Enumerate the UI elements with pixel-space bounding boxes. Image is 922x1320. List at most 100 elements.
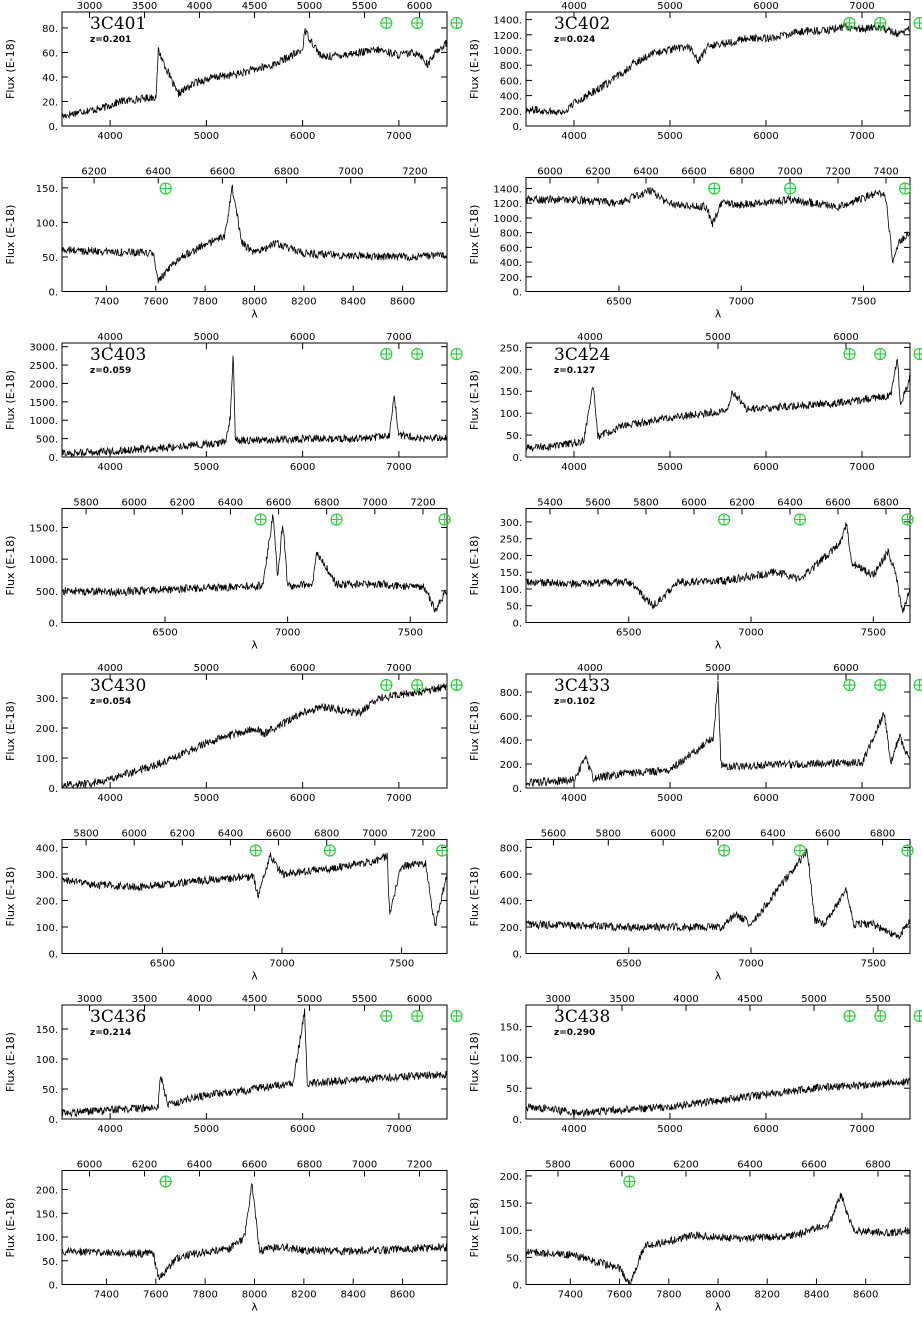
earth-circle-cross-icon bbox=[843, 1009, 856, 1023]
plot-frame bbox=[525, 839, 911, 954]
x-tick-label: 8200 bbox=[291, 1290, 316, 1301]
top-x-tick-label: 6000 bbox=[833, 663, 858, 674]
y-tick-label: 80. bbox=[42, 24, 58, 35]
x-tick-label: 7000 bbox=[729, 297, 754, 308]
earth-circle-cross-icon bbox=[913, 678, 922, 692]
top-x-tick-label: 7000 bbox=[386, 663, 411, 674]
x-tick-label: 8400 bbox=[340, 1290, 365, 1301]
top-x-tick-label: 4000 bbox=[187, 1, 212, 12]
top-x-tick-label: 6600 bbox=[210, 167, 235, 178]
spectrum-panel: 0. 50. 100. 150. 200. 250. 300. 6500 7000 7500 540… bbox=[468, 498, 914, 652]
y-tick-label: 400. bbox=[500, 736, 522, 747]
earth-circle-cross-icon bbox=[708, 182, 721, 195]
redshift-label: z=0.024 bbox=[554, 35, 595, 45]
x-tick-label: 8200 bbox=[755, 1290, 780, 1301]
y-tick-label: 200. bbox=[36, 724, 58, 735]
plot-frame bbox=[61, 673, 448, 789]
y-tick-label: 1400. bbox=[493, 16, 522, 27]
x-tick-label: 6500 bbox=[606, 297, 631, 308]
earth-circle-cross-icon bbox=[411, 16, 424, 30]
y-tick-label: 400. bbox=[500, 258, 522, 269]
x-tick-label: 7500 bbox=[861, 628, 886, 639]
earth-circle-cross-icon bbox=[380, 347, 393, 361]
top-x-tick-label: 6800 bbox=[729, 167, 754, 178]
top-x-tick-label: 6400 bbox=[760, 829, 785, 840]
top-x-tick-label: 5500 bbox=[352, 1, 377, 12]
x-tick-label: 6000 bbox=[753, 793, 778, 804]
spectrum-line bbox=[525, 186, 911, 264]
y-tick-label: 250. bbox=[500, 535, 522, 546]
top-x-tick-label: 5400 bbox=[537, 498, 562, 509]
redshift-label: z=0.054 bbox=[90, 697, 131, 707]
earth-circle-cross-icon bbox=[411, 1009, 424, 1023]
x-tick-label: 7800 bbox=[192, 1290, 217, 1301]
y-tick-label: 0. bbox=[48, 1281, 58, 1292]
x-tick-label: 5000 bbox=[657, 793, 682, 804]
top-x-tick-label: 6000 bbox=[290, 663, 315, 674]
top-x-tick-label: 6200 bbox=[673, 1160, 698, 1171]
spectrum-panel: 0. 500. 1000. 1500. 6500 7000 7500 5800 6000 6200… bbox=[4, 498, 451, 652]
object-name: 3C438 bbox=[554, 1007, 610, 1027]
top-x-tick-label: 5500 bbox=[865, 994, 890, 1005]
top-x-tick-label: 6800 bbox=[873, 498, 898, 509]
y-axis-title: Flux (E-18) bbox=[4, 536, 17, 596]
top-x-tick-label: 6000 bbox=[77, 1160, 102, 1171]
top-x-tick-label: 6800 bbox=[870, 829, 895, 840]
spectrum-panel: 0. 200. 400. 600. 800. 6500 7000 7500 5600 5800 60… bbox=[468, 829, 914, 983]
spectrum-line bbox=[525, 522, 911, 614]
x-tick-label: 8000 bbox=[242, 1290, 267, 1301]
y-tick-label: 2500. bbox=[29, 361, 58, 372]
x-tick-label: 6000 bbox=[290, 462, 315, 473]
top-x-tick-label: 7200 bbox=[410, 829, 435, 840]
y-tick-label: 150. bbox=[36, 1209, 58, 1220]
x-tick-label: 8200 bbox=[291, 297, 316, 308]
x-tick-label: 6000 bbox=[290, 131, 315, 142]
top-x-tick-label: 6200 bbox=[729, 498, 754, 509]
earth-circle-cross-icon bbox=[843, 16, 856, 30]
y-axis-title: Flux (E-18) bbox=[468, 867, 481, 927]
top-x-tick-label: 6600 bbox=[266, 829, 291, 840]
y-tick-label: 0. bbox=[512, 1281, 522, 1292]
x-tick-label: 5000 bbox=[194, 1124, 219, 1135]
spectrum-panel: 0. 50. 100. 150. 200. 7400 7600 7800 8000 8200 840… bbox=[468, 1160, 911, 1314]
top-x-tick-label: 5000 bbox=[705, 332, 730, 343]
earth-circle-cross-icon bbox=[843, 678, 856, 692]
top-x-tick-label: 5600 bbox=[585, 498, 610, 509]
y-tick-label: 1000. bbox=[493, 214, 522, 225]
spectrum-panel: 0. 200. 400. 600. 800. 1000. 1200. 1400. 6500 700… bbox=[468, 167, 912, 321]
x-tick-label: 6500 bbox=[616, 628, 641, 639]
x-tick-label: 7000 bbox=[386, 1124, 411, 1135]
y-tick-label: 100. bbox=[500, 1226, 522, 1237]
top-x-tick-label: 6400 bbox=[187, 1160, 212, 1171]
top-x-tick-label: 3000 bbox=[545, 994, 570, 1005]
x-axis-title: λ bbox=[251, 639, 258, 652]
x-tick-label: 7000 bbox=[386, 462, 411, 473]
y-tick-label: 800. bbox=[500, 229, 522, 240]
spectrum-line bbox=[525, 848, 911, 940]
top-x-tick-label: 5000 bbox=[297, 1, 322, 12]
y-tick-label: 50. bbox=[506, 1253, 522, 1264]
earth-circle-cross-icon bbox=[913, 347, 922, 361]
earth-circle-cross-icon bbox=[380, 678, 393, 692]
y-tick-label: 100. bbox=[36, 1055, 58, 1066]
y-tick-label: 50. bbox=[506, 431, 522, 442]
x-tick-label: 6500 bbox=[150, 959, 175, 970]
top-x-tick-label: 7200 bbox=[402, 167, 427, 178]
y-tick-label: 1200. bbox=[493, 199, 522, 210]
top-x-tick-label: 6200 bbox=[170, 498, 195, 509]
y-tick-label: 0. bbox=[48, 784, 58, 795]
x-tick-label: 7000 bbox=[849, 462, 874, 473]
object-name: 3C401 bbox=[90, 14, 146, 34]
earth-circle-cross-icon bbox=[874, 678, 887, 692]
top-x-tick-label: 3000 bbox=[77, 1, 102, 12]
top-x-tick-label: 6000 bbox=[290, 332, 315, 343]
earth-circle-cross-icon bbox=[874, 1009, 887, 1023]
top-x-tick-label: 6200 bbox=[585, 167, 610, 178]
top-x-tick-label: 7200 bbox=[407, 1160, 432, 1171]
y-axis-title: Flux (E-18) bbox=[4, 867, 17, 927]
top-x-tick-label: 6800 bbox=[865, 1160, 890, 1171]
y-tick-label: 0. bbox=[512, 1115, 522, 1126]
spectrum-line bbox=[525, 358, 911, 452]
y-axis-title: Flux (E-18) bbox=[468, 701, 481, 761]
spectrum-panel: 0. 20. 40. 60. 80. 4000 5000 6000 7000 3000 3500 40… bbox=[4, 1, 463, 142]
